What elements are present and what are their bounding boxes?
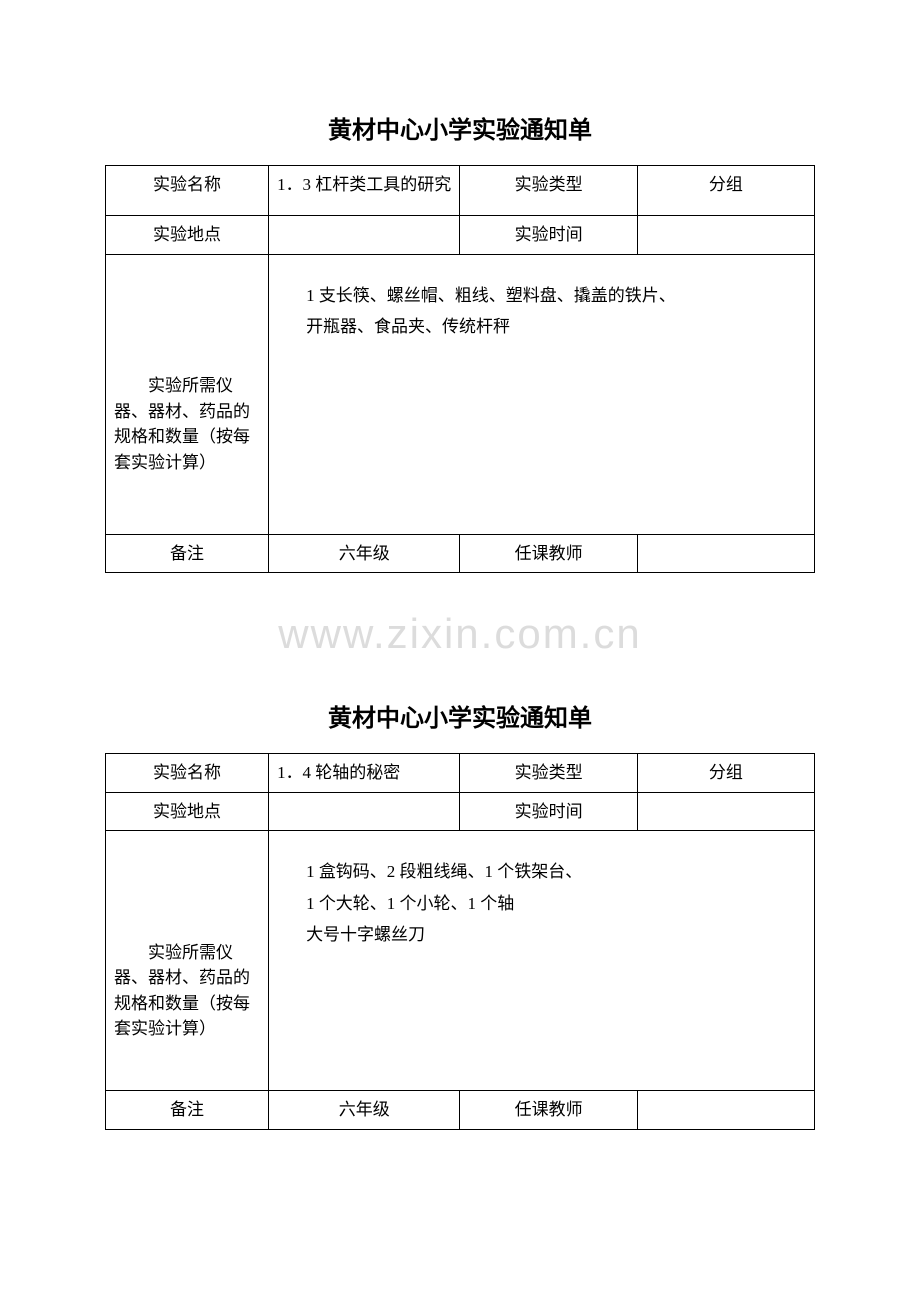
label-experiment-location: 实验地点 xyxy=(106,792,269,831)
value-experiment-type: 分组 xyxy=(637,754,814,793)
materials-label-text: 实验所需仪器、器材、药品的规格和数量（按每套实验计算） xyxy=(114,943,250,1039)
label-experiment-location: 实验地点 xyxy=(106,216,269,255)
experiment-form-2: 黄材中心小学实验通知单 实验名称 1．4 轮轴的秘密 实验类型 分组 实验地点 … xyxy=(105,698,815,1130)
value-remark: 六年级 xyxy=(269,534,460,573)
materials-line: 1 支长筷、螺丝帽、粗线、塑料盘、撬盖的铁片、 xyxy=(289,283,794,309)
value-remark: 六年级 xyxy=(269,1091,460,1130)
form-table: 实验名称 1．3 杠杆类工具的研究 实验类型 分组 实验地点 实验时间 实验所需… xyxy=(105,165,815,573)
label-remark: 备注 xyxy=(106,534,269,573)
label-experiment-time: 实验时间 xyxy=(460,216,637,255)
label-experiment-name: 实验名称 xyxy=(106,754,269,793)
label-materials: 实验所需仪器、器材、药品的规格和数量（按每套实验计算） xyxy=(106,831,269,1091)
value-experiment-name: 1．4 轮轴的秘密 xyxy=(269,754,460,793)
materials-label-text: 实验所需仪器、器材、药品的规格和数量（按每套实验计算） xyxy=(114,376,250,472)
materials-line: 开瓶器、食品夹、传统杆秤 xyxy=(289,314,794,340)
value-experiment-location xyxy=(269,792,460,831)
label-experiment-time: 实验时间 xyxy=(460,792,637,831)
label-teacher: 任课教师 xyxy=(460,534,637,573)
label-materials: 实验所需仪器、器材、药品的规格和数量（按每套实验计算） xyxy=(106,254,269,534)
label-experiment-type: 实验类型 xyxy=(460,166,637,216)
value-experiment-time xyxy=(637,216,814,255)
label-remark: 备注 xyxy=(106,1091,269,1130)
value-experiment-type: 分组 xyxy=(637,166,814,216)
form-table: 实验名称 1．4 轮轴的秘密 实验类型 分组 实验地点 实验时间 实验所需仪器、… xyxy=(105,753,815,1130)
experiment-form-1: 黄材中心小学实验通知单 实验名称 1．3 杠杆类工具的研究 实验类型 分组 实验… xyxy=(105,110,815,573)
materials-line: 大号十字螺丝刀 xyxy=(289,922,794,948)
value-experiment-name: 1．3 杠杆类工具的研究 xyxy=(269,166,460,216)
value-materials: 1 支长筷、螺丝帽、粗线、塑料盘、撬盖的铁片、 开瓶器、食品夹、传统杆秤 xyxy=(269,254,815,534)
label-experiment-name: 实验名称 xyxy=(106,166,269,216)
materials-line: 1 个大轮、1 个小轮、1 个轴 xyxy=(289,891,794,917)
value-materials: 1 盒钩码、2 段粗线绳、1 个铁架台、 1 个大轮、1 个小轮、1 个轴 大号… xyxy=(269,831,815,1091)
form-title: 黄材中心小学实验通知单 xyxy=(105,110,815,145)
value-teacher xyxy=(637,534,814,573)
materials-line: 1 盒钩码、2 段粗线绳、1 个铁架台、 xyxy=(289,859,794,885)
label-teacher: 任课教师 xyxy=(460,1091,637,1130)
value-experiment-time xyxy=(637,792,814,831)
form-title: 黄材中心小学实验通知单 xyxy=(105,698,815,733)
label-experiment-type: 实验类型 xyxy=(460,754,637,793)
value-experiment-location xyxy=(269,216,460,255)
value-teacher xyxy=(637,1091,814,1130)
